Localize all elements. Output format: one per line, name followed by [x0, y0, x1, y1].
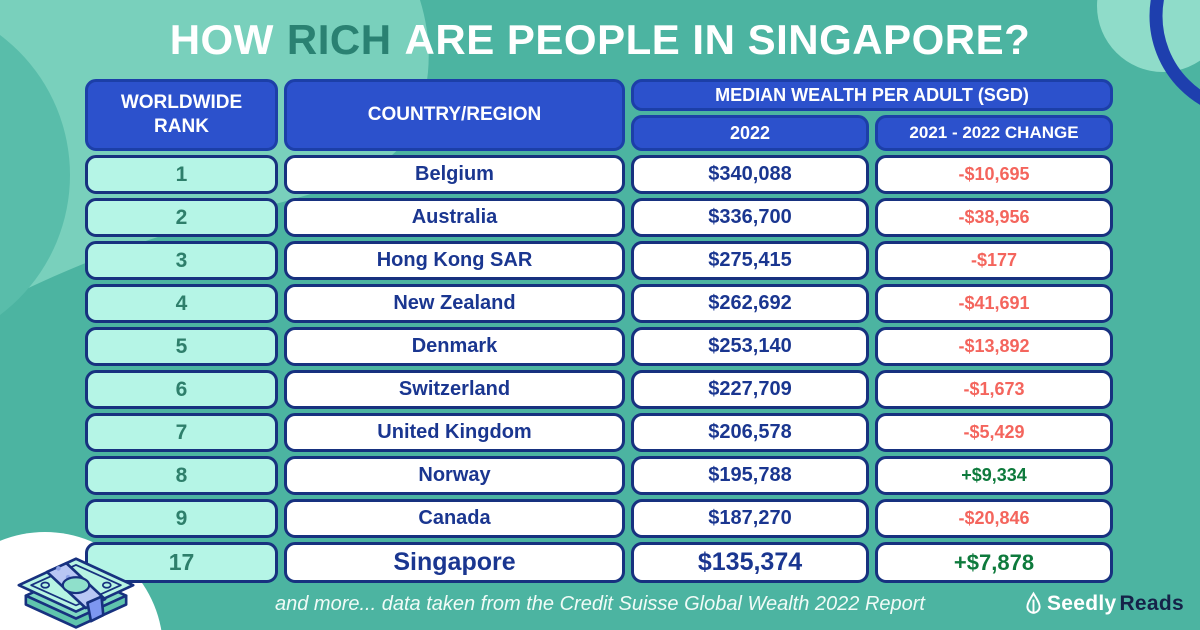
change-cell: -$41,691	[875, 284, 1113, 323]
rank-cell: 4	[85, 284, 278, 323]
change-cell: -$13,892	[875, 327, 1113, 366]
country-cell: United Kingdom	[284, 413, 625, 452]
change-cell: -$10,695	[875, 155, 1113, 194]
wealth-cell: $262,692	[631, 284, 869, 323]
country-cell: New Zealand	[284, 284, 625, 323]
change-cell: -$5,429	[875, 413, 1113, 452]
left-teal-circle	[0, 35, 70, 315]
wealth-cell: $275,415	[631, 241, 869, 280]
header-median-wealth-group: MEDIAN WEALTH PER ADULT (SGD)	[631, 79, 1113, 111]
rank-cell: 8	[85, 456, 278, 495]
change-cell: +$9,334	[875, 456, 1113, 495]
country-cell: Australia	[284, 198, 625, 237]
title-post: ARE PEOPLE IN SINGAPORE?	[404, 16, 1031, 63]
wealth-cell: $253,140	[631, 327, 869, 366]
top-right-navy-ring	[1149, 0, 1200, 105]
country-cell: Singapore	[284, 542, 625, 583]
change-cell: +$7,878	[875, 542, 1113, 583]
change-cell: -$177	[875, 241, 1113, 280]
wealth-table: WORLDWIDE RANK COUNTRY/REGION MEDIAN WEA…	[85, 79, 1113, 583]
change-cell: -$20,846	[875, 499, 1113, 538]
seedly-droplet-icon	[1023, 591, 1044, 617]
wealth-cell: $195,788	[631, 456, 869, 495]
title-pre: HOW	[169, 16, 274, 63]
country-cell: Belgium	[284, 155, 625, 194]
rank-cell: 2	[85, 198, 278, 237]
wealth-cell: $206,578	[631, 413, 869, 452]
wealth-cell: $340,088	[631, 155, 869, 194]
logo-text-reads: Reads	[1119, 592, 1184, 615]
wealth-cell: $135,374	[631, 542, 869, 583]
top-right-mint-circle	[1097, 0, 1200, 72]
rank-cell: 3	[85, 241, 278, 280]
rank-cell: 6	[85, 370, 278, 409]
country-cell: Canada	[284, 499, 625, 538]
page-title: HOW RICH ARE PEOPLE IN SINGAPORE?	[0, 16, 1200, 64]
wealth-cell: $187,270	[631, 499, 869, 538]
header-2022: 2022	[631, 115, 869, 151]
rank-cell: 17	[85, 542, 278, 583]
country-cell: Hong Kong SAR	[284, 241, 625, 280]
money-stack-icon	[10, 534, 142, 630]
header-worldwide-rank: WORLDWIDE RANK	[85, 79, 278, 151]
rank-cell: 5	[85, 327, 278, 366]
rank-cell: 1	[85, 155, 278, 194]
source-note: and more... data taken from the Credit S…	[275, 593, 925, 615]
country-cell: Denmark	[284, 327, 625, 366]
country-cell: Norway	[284, 456, 625, 495]
change-cell: -$38,956	[875, 198, 1113, 237]
logo-text-seedly: Seedly	[1046, 592, 1117, 615]
seedly-reads-logo: Seedly Reads	[1023, 591, 1184, 617]
change-cell: -$1,673	[875, 370, 1113, 409]
rank-cell: 7	[85, 413, 278, 452]
wealth-cell: $336,700	[631, 198, 869, 237]
title-highlight: RICH	[286, 16, 392, 63]
country-cell: Switzerland	[284, 370, 625, 409]
header-country-region: COUNTRY/REGION	[284, 79, 625, 151]
wealth-cell: $227,709	[631, 370, 869, 409]
header-2021-2022-change: 2021 - 2022 CHANGE	[875, 115, 1113, 151]
rank-cell: 9	[85, 499, 278, 538]
